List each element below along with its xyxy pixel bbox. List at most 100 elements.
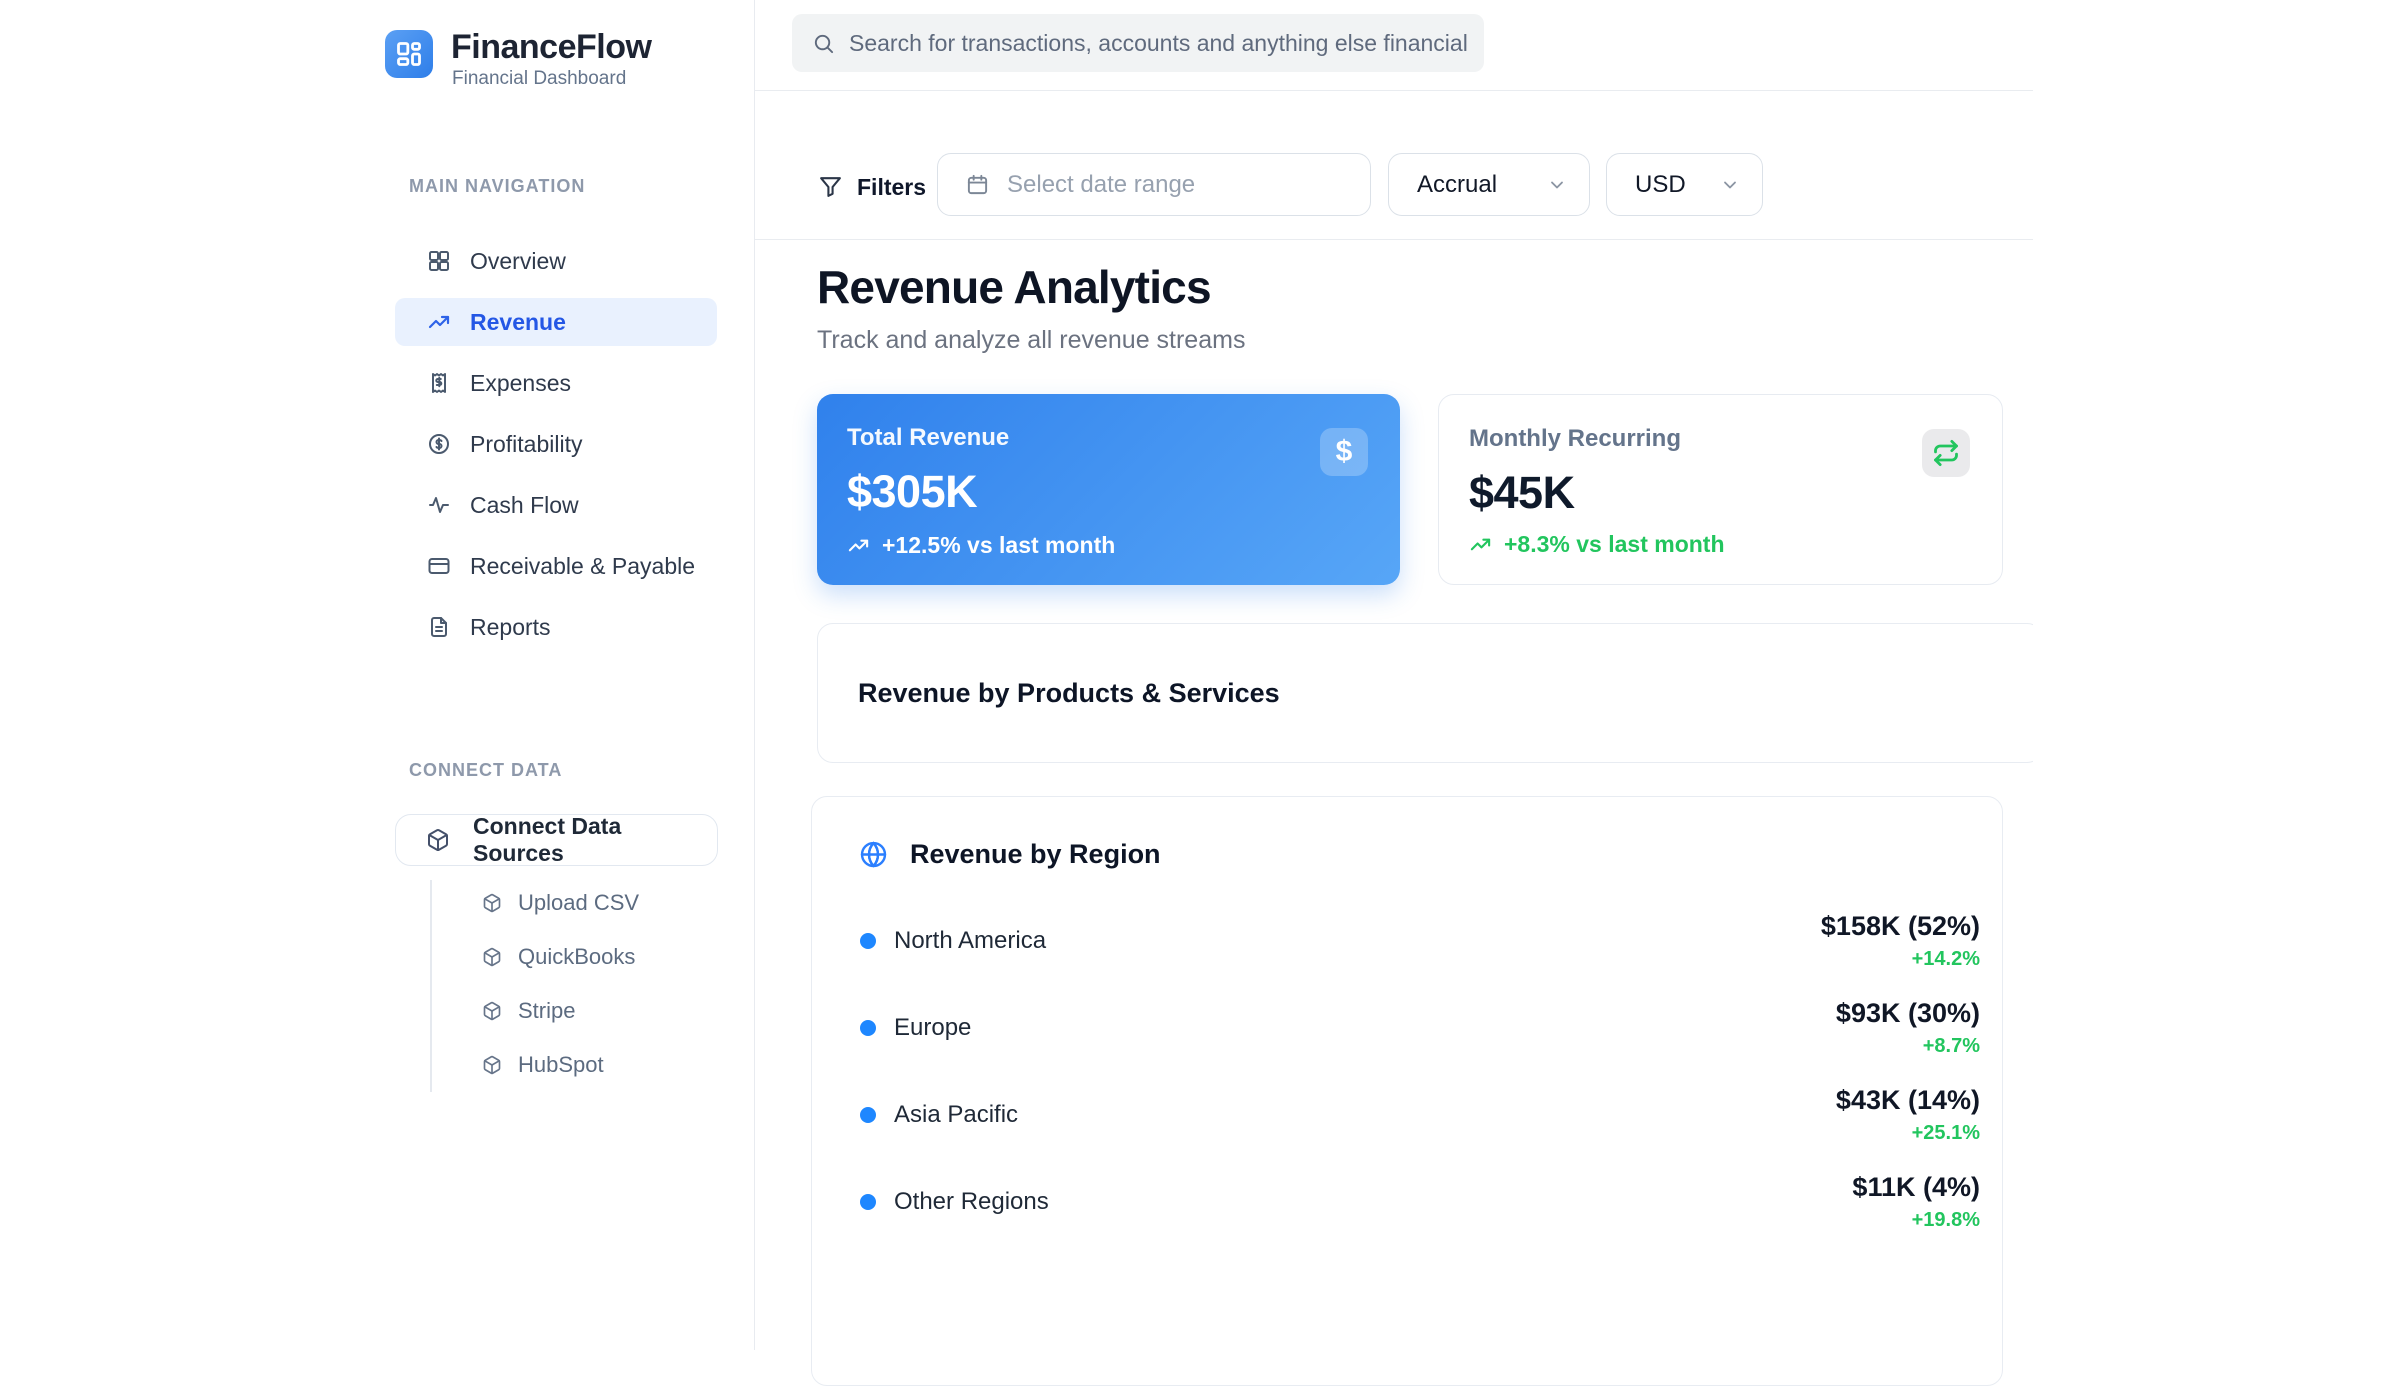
region-name: Other Regions — [894, 1188, 1049, 1215]
brand-tagline: Financial Dashboard — [452, 68, 627, 89]
sidebar-item-label: Revenue — [470, 308, 566, 335]
main-navigation: Overview Revenue Expenses Profita — [395, 237, 717, 651]
sidebar-item-label: Profitability — [470, 430, 583, 457]
date-range-input[interactable] — [1007, 170, 1307, 199]
region-value: $43K (14%) — [1835, 1085, 1980, 1115]
region-change: +8.7% — [1922, 1035, 1980, 1057]
stat-trend-text: +12.5% vs last month — [882, 532, 1116, 558]
activity-icon — [427, 493, 451, 517]
region-card-title: Revenue by Region — [910, 839, 1161, 869]
dollar-circle-icon — [427, 432, 451, 456]
sidebar-item-receivable-payable[interactable]: Receivable & Payable — [395, 542, 717, 590]
trending-up-icon — [1469, 533, 1492, 556]
package-icon — [426, 828, 450, 852]
sidebar-item-label: Expenses — [470, 369, 572, 396]
date-range-field[interactable] — [937, 153, 1371, 216]
sidebar-item-reports[interactable]: Reports — [395, 603, 717, 651]
credit-card-icon — [427, 554, 451, 578]
sidebar-item-label: Cash Flow — [470, 491, 579, 518]
total-revenue-card: Total Revenue $305K +12.5% vs last month… — [817, 394, 1400, 585]
region-value: $11K (4%) — [1852, 1172, 1980, 1202]
source-item-stripe[interactable]: Stripe — [460, 984, 740, 1038]
layout-grid-icon — [427, 249, 451, 273]
region-change: +19.8% — [1911, 1209, 1980, 1231]
region-name: Asia Pacific — [894, 1101, 1019, 1128]
filter-funnel-icon — [818, 174, 843, 199]
region-dot — [860, 1020, 876, 1036]
layout-dashboard-icon — [395, 40, 423, 68]
sidebar-item-overview[interactable]: Overview — [395, 237, 717, 285]
region-change: +25.1% — [1911, 1122, 1980, 1144]
filters-label: Filters — [857, 174, 927, 200]
sidebar-item-label: Reports — [470, 613, 551, 640]
data-source-list: Upload CSV QuickBooks Stripe — [460, 876, 740, 1092]
filters-divider — [755, 239, 2033, 240]
app-logo — [385, 30, 433, 78]
global-search[interactable] — [792, 14, 1484, 72]
stat-label: Total Revenue — [847, 424, 1010, 451]
sidebar-item-cash-flow[interactable]: Cash Flow — [395, 481, 717, 529]
sidebar-item-expenses[interactable]: Expenses — [395, 359, 717, 407]
calendar-icon — [966, 173, 989, 196]
region-row: North America $158K (52%) +14.2% — [860, 911, 1980, 971]
source-item-label: Upload CSV — [518, 890, 640, 915]
region-card-header: Revenue by Region — [859, 839, 1161, 870]
source-item-hubspot[interactable]: HubSpot — [460, 1038, 740, 1092]
viewport-clip — [2033, 0, 2400, 1350]
source-item-upload-csv[interactable]: Upload CSV — [460, 876, 740, 930]
region-name: North America — [894, 927, 1047, 954]
region-dot — [860, 1194, 876, 1210]
connect-tree-line — [430, 880, 432, 1092]
region-change: +14.2% — [1911, 948, 1980, 970]
page-subtitle: Track and analyze all revenue streams — [817, 326, 1246, 354]
revenue-by-region-card: Revenue by Region North America $158K (5… — [811, 796, 2003, 1386]
sidebar-item-label: Receivable & Payable — [470, 552, 696, 579]
source-item-quickbooks[interactable]: QuickBooks — [460, 930, 740, 984]
search-input[interactable] — [849, 29, 1468, 57]
monthly-recurring-card: Monthly Recurring $45K +8.3% vs last mon… — [1438, 394, 2003, 585]
stat-trend: +12.5% vs last month — [847, 532, 1115, 559]
sidebar-item-profitability[interactable]: Profitability — [395, 420, 717, 468]
package-icon — [482, 1001, 502, 1021]
currency-value: USD — [1635, 170, 1686, 198]
stat-trend-text: +8.3% vs last month — [1504, 531, 1725, 557]
region-name: Europe — [894, 1014, 972, 1041]
connect-section-label: CONNECT DATA — [409, 760, 563, 780]
search-icon — [812, 32, 835, 55]
region-value: $158K (52%) — [1820, 911, 1980, 941]
chevron-down-icon — [1547, 175, 1567, 195]
globe-icon — [859, 840, 888, 869]
sidebar-item-revenue[interactable]: Revenue — [395, 298, 717, 346]
chevron-down-icon — [1720, 175, 1740, 195]
sidebar-item-label: Overview — [470, 247, 566, 274]
trending-up-icon — [847, 534, 870, 557]
stat-value: $305K — [847, 466, 978, 517]
page-title: Revenue Analytics — [817, 261, 1212, 313]
accounting-basis-select[interactable]: Accrual — [1388, 153, 1590, 216]
region-dot — [860, 1107, 876, 1123]
region-value: $93K (30%) — [1835, 998, 1980, 1028]
trending-up-icon — [427, 310, 451, 334]
source-item-label: Stripe — [518, 998, 576, 1023]
source-item-label: QuickBooks — [518, 944, 636, 969]
region-row: Europe $93K (30%) +8.7% — [860, 998, 1980, 1058]
file-text-icon — [427, 615, 451, 639]
package-icon — [482, 1055, 502, 1075]
currency-select[interactable]: USD — [1606, 153, 1763, 216]
source-item-label: HubSpot — [518, 1052, 604, 1077]
region-row: Other Regions $11K (4%) +19.8% — [860, 1172, 1980, 1232]
package-icon — [482, 893, 502, 913]
region-list: North America $158K (52%) +14.2% Europe … — [860, 911, 1980, 1232]
products-card-title: Revenue by Products & Services — [858, 677, 1280, 708]
stat-trend: +8.3% vs last month — [1469, 531, 1725, 558]
repeat-icon — [1922, 429, 1970, 477]
connect-data-sources-button[interactable]: Connect Data Sources — [395, 813, 718, 866]
region-row: Asia Pacific $43K (14%) +25.1% — [860, 1085, 1980, 1145]
sidebar: FinanceFlow Financial Dashboard MAIN NAV… — [0, 0, 755, 1350]
package-icon — [482, 947, 502, 967]
nav-section-label: MAIN NAVIGATION — [409, 176, 586, 196]
connect-data-sources-label: Connect Data Sources — [473, 813, 622, 866]
stat-value: $45K — [1469, 467, 1575, 518]
dollar-icon: $ — [1320, 428, 1368, 476]
region-dot — [860, 933, 876, 949]
